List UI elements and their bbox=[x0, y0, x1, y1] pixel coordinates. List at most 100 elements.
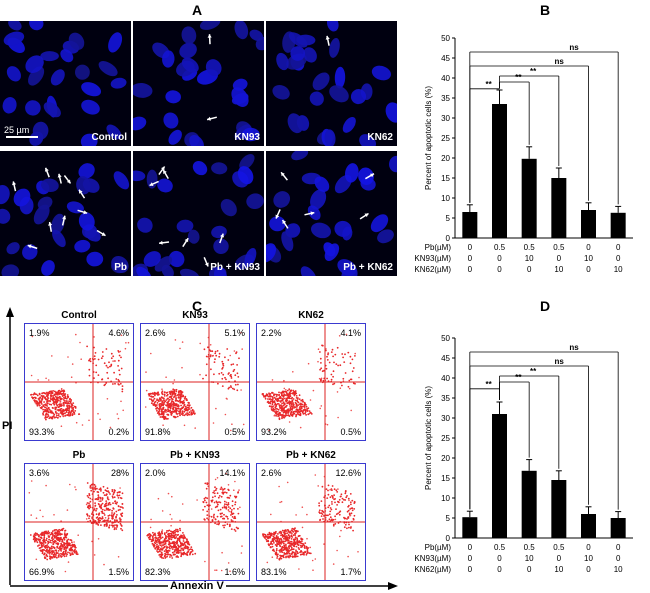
event-dot bbox=[94, 352, 97, 354]
quadrant-percent-ul: 3.6% bbox=[29, 468, 50, 478]
event-dot bbox=[273, 533, 275, 536]
event-dot bbox=[42, 515, 44, 518]
event-dot bbox=[333, 494, 335, 497]
flow-plot-title: Pb + KN62 bbox=[286, 450, 336, 461]
event-dot bbox=[217, 509, 220, 512]
quadrant-percent-ur: 4.1% bbox=[340, 328, 361, 338]
event-dot bbox=[86, 513, 88, 516]
event-dot bbox=[181, 366, 183, 369]
event-dot bbox=[275, 415, 277, 417]
event-dot bbox=[217, 503, 219, 506]
event-dot bbox=[172, 403, 175, 406]
arrow-marker bbox=[275, 209, 281, 219]
event-dot bbox=[87, 505, 90, 508]
event-dot bbox=[47, 540, 49, 543]
nucleus bbox=[163, 112, 179, 129]
event-dot bbox=[353, 514, 356, 517]
event-dot bbox=[71, 541, 73, 544]
nucleus bbox=[81, 82, 102, 97]
nucleus bbox=[165, 90, 181, 104]
condition-row-label: KN62(µM) bbox=[414, 565, 451, 574]
event-dot bbox=[292, 544, 295, 547]
event-dot bbox=[170, 524, 172, 527]
event-dot bbox=[233, 515, 236, 518]
quadrant-percent-ul: 1.9% bbox=[29, 328, 50, 338]
event-dot bbox=[33, 396, 36, 399]
arrow-head bbox=[48, 222, 53, 226]
event-dot bbox=[121, 515, 123, 517]
event-dot bbox=[186, 540, 188, 542]
flow-plot-title: KN62 bbox=[298, 310, 324, 321]
event-dot bbox=[30, 374, 33, 377]
event-dot bbox=[348, 499, 350, 502]
event-dot bbox=[288, 403, 291, 406]
event-dot bbox=[225, 397, 228, 400]
event-dot bbox=[296, 538, 299, 540]
event-dot bbox=[55, 542, 58, 545]
event-dot bbox=[231, 423, 233, 425]
event-dot bbox=[191, 409, 194, 412]
event-dot bbox=[272, 405, 274, 407]
event-dot bbox=[179, 529, 182, 532]
event-dot bbox=[317, 360, 319, 363]
event-dot bbox=[51, 542, 53, 544]
event-dot bbox=[266, 561, 269, 564]
event-dot bbox=[43, 540, 45, 543]
significance-label: ** bbox=[530, 67, 537, 76]
event-dot bbox=[88, 507, 90, 510]
event-dot bbox=[151, 543, 154, 545]
nucleus bbox=[162, 50, 175, 68]
event-dot bbox=[274, 402, 277, 405]
micrograph-label: Pb bbox=[114, 262, 127, 273]
event-dot bbox=[37, 538, 40, 541]
event-dot bbox=[108, 491, 110, 494]
event-dot bbox=[112, 383, 114, 385]
event-dot bbox=[285, 555, 287, 558]
flow-plot: Pb + KN62 2.6% 12.6% 83.1% 1.7% bbox=[256, 450, 366, 581]
event-dot bbox=[307, 547, 310, 549]
event-dot bbox=[229, 570, 231, 572]
event-dot bbox=[160, 541, 163, 543]
event-dot bbox=[154, 405, 157, 408]
event-dot bbox=[234, 374, 237, 377]
event-dot bbox=[53, 393, 56, 396]
event-dot bbox=[278, 558, 281, 561]
event-dot bbox=[180, 555, 182, 558]
event-dot bbox=[278, 539, 281, 542]
event-dot bbox=[234, 383, 237, 386]
event-dot bbox=[52, 395, 55, 397]
event-dot bbox=[276, 410, 279, 413]
event-dot bbox=[283, 379, 285, 382]
event-dot bbox=[178, 408, 180, 410]
event-dot bbox=[285, 404, 288, 407]
nuclei-image bbox=[133, 21, 264, 146]
arrow-head bbox=[83, 210, 88, 215]
event-dot bbox=[337, 488, 339, 490]
event-dot bbox=[109, 365, 111, 368]
event-dot bbox=[218, 352, 221, 355]
condition-value: 0 bbox=[586, 265, 591, 274]
event-dot bbox=[295, 530, 298, 533]
event-dot bbox=[226, 523, 229, 526]
event-dot bbox=[189, 548, 192, 550]
event-dot bbox=[50, 550, 53, 552]
event-dot bbox=[102, 491, 105, 494]
event-dot bbox=[289, 392, 292, 395]
event-dot bbox=[204, 482, 207, 485]
event-dot bbox=[331, 518, 333, 521]
event-dot bbox=[272, 397, 274, 400]
event-dot bbox=[43, 552, 46, 555]
event-dot bbox=[181, 402, 184, 404]
arrow-head bbox=[207, 116, 211, 121]
event-dot bbox=[113, 371, 115, 374]
event-dot bbox=[161, 388, 163, 390]
arrow-marker bbox=[207, 34, 212, 45]
event-dot bbox=[162, 424, 164, 426]
event-dot bbox=[69, 483, 71, 486]
event-dot bbox=[41, 545, 43, 548]
event-dot bbox=[44, 403, 46, 406]
event-dot bbox=[52, 400, 55, 402]
event-dot bbox=[69, 554, 72, 557]
flow-plot: Pb 3.6% 28% 66.9% 1.5% bbox=[24, 450, 134, 581]
event-dot bbox=[280, 547, 283, 550]
